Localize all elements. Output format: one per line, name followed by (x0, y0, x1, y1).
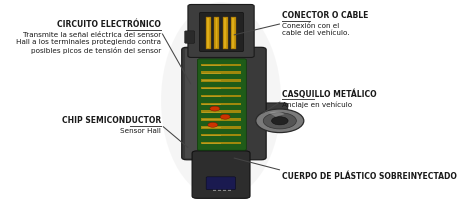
Bar (232, 19, 234, 48)
Bar (202, 89, 221, 90)
Circle shape (210, 107, 220, 112)
Bar (223, 188, 226, 191)
Bar (201, 72, 241, 75)
Bar (223, 18, 228, 49)
Bar (201, 95, 241, 98)
Bar (228, 188, 230, 191)
Bar (206, 18, 211, 49)
Text: CONECTOR O CABLE: CONECTOR O CABLE (283, 11, 369, 20)
Bar (202, 120, 221, 121)
Bar (202, 136, 221, 137)
Bar (231, 18, 236, 49)
Bar (201, 80, 241, 82)
Bar (201, 126, 241, 129)
Wedge shape (269, 112, 284, 117)
Bar (202, 65, 221, 66)
Bar (201, 88, 241, 90)
Bar (201, 134, 241, 137)
Circle shape (256, 109, 304, 133)
Circle shape (272, 117, 288, 125)
Circle shape (220, 115, 230, 120)
Bar (208, 19, 209, 48)
Bar (201, 103, 241, 105)
Bar (201, 119, 241, 121)
Bar (201, 64, 241, 67)
Bar (202, 104, 221, 105)
Bar (216, 19, 217, 48)
FancyBboxPatch shape (200, 13, 243, 52)
Text: Conexión con el
cable del vehículo.: Conexión con el cable del vehículo. (283, 23, 350, 36)
Circle shape (263, 113, 296, 129)
FancyBboxPatch shape (188, 5, 254, 58)
FancyBboxPatch shape (185, 50, 199, 158)
Bar (202, 97, 221, 98)
FancyBboxPatch shape (182, 48, 266, 160)
Bar (202, 81, 221, 82)
FancyBboxPatch shape (250, 103, 288, 130)
Bar (202, 128, 221, 129)
Bar (213, 188, 216, 191)
Text: Transmite la señal eléctrica del sensor
Hall a los terminales protegiendo contra: Transmite la señal eléctrica del sensor … (16, 32, 161, 53)
Text: CIRCUITO ELECTRÓNICO: CIRCUITO ELECTRÓNICO (57, 20, 161, 29)
Bar (202, 112, 221, 113)
Bar (218, 188, 220, 191)
Text: Anclaje en vehículo: Anclaje en vehículo (283, 101, 353, 107)
Bar (214, 18, 219, 49)
Text: CASQUILLO METÁLICO: CASQUILLO METÁLICO (283, 89, 377, 98)
Bar (201, 111, 241, 113)
FancyBboxPatch shape (192, 151, 250, 198)
Bar (201, 142, 241, 144)
Bar (202, 143, 221, 144)
Ellipse shape (161, 3, 281, 199)
FancyBboxPatch shape (198, 60, 246, 150)
FancyBboxPatch shape (206, 177, 236, 190)
Text: CHIP SEMICONDUCTOR: CHIP SEMICONDUCTOR (62, 115, 161, 124)
Bar (224, 19, 226, 48)
Text: Sensor Hall: Sensor Hall (120, 127, 161, 133)
Circle shape (208, 123, 218, 128)
FancyBboxPatch shape (185, 32, 194, 44)
Bar (202, 73, 221, 74)
Text: CUERPO DE PLÁSTICO SOBREINYECTADO: CUERPO DE PLÁSTICO SOBREINYECTADO (283, 171, 457, 180)
